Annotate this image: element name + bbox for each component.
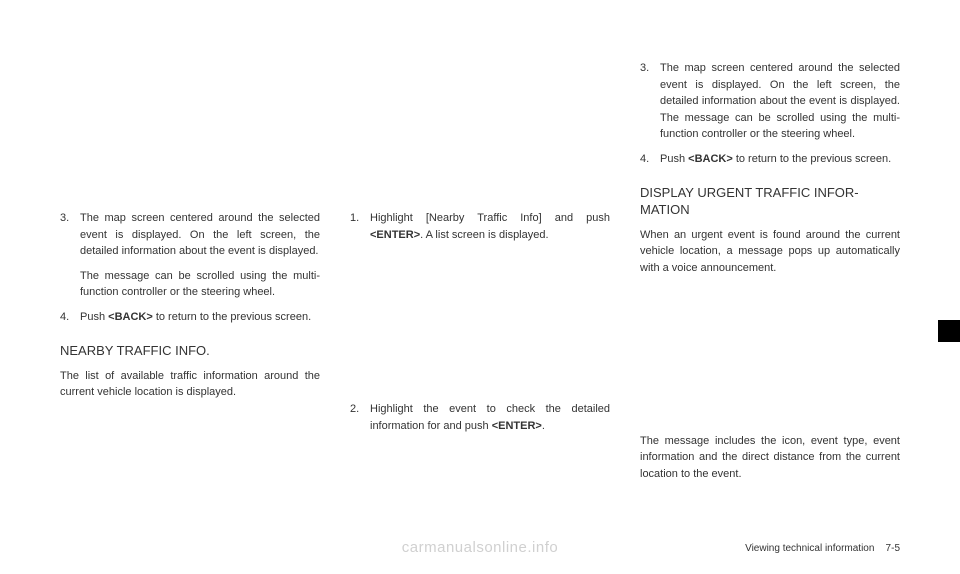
list-text: Push <BACK> to return to the previous sc… [660,151,900,168]
column-3: 3. The map screen centered around the se… [640,50,900,510]
list-number: 3. [60,210,80,260]
list-number: 2. [350,401,370,434]
list-text: The map screen centered around the selec… [80,210,320,260]
text-post: . [542,420,545,432]
list-number: 4. [640,151,660,168]
section-heading: NEARBY TRAFFIC INFO. [60,343,320,360]
body-paragraph: The message includes the icon, event typ… [640,433,900,483]
footer-page: 7-5 [886,543,900,554]
list-item-3: 3. The map screen centered around the se… [640,60,900,143]
footer-section: Viewing technical information [745,543,874,554]
section-marker [938,320,960,342]
list-item-4: 4. Push <BACK> to return to the previous… [60,309,320,326]
list-item-1: 1. Highlight [Nearby Traffic Info] and p… [350,210,610,243]
bold-key: <BACK> [108,311,153,323]
text-pre: Push [80,311,108,323]
list-number: 1. [350,210,370,243]
image-placeholder [350,251,610,401]
bottom-paragraph-wrap: The message includes the icon, event typ… [640,433,900,511]
list-number: 4. [60,309,80,326]
list-item-2: 2. Highlight the event to check the deta… [350,401,610,434]
list-number: 3. [640,60,660,143]
watermark-text: carmanualsonline.info [402,539,558,556]
text-pre: Highlight [Nearby Traffic Info] and push [370,212,610,224]
text-pre: Highlight the event to check the detaile… [370,403,610,432]
list-text: Highlight [Nearby Traffic Info] and push… [370,210,610,243]
list-text: Push <BACK> to return to the previous sc… [80,309,320,326]
column-1: 3. The map screen centered around the se… [60,50,320,510]
bold-key: <ENTER> [370,229,420,241]
text-post: . A list screen is displayed. [420,229,548,241]
list-text: The map screen centered around the selec… [660,60,900,143]
body-paragraph: When an urgent event is found around the… [640,227,900,277]
column-2: 1. Highlight [Nearby Traffic Info] and p… [350,50,610,510]
bold-key: <BACK> [688,153,733,165]
list-item-4: 4. Push <BACK> to return to the previous… [640,151,900,168]
continuation-text: The message can be scrolled using the mu… [80,268,320,301]
page-footer: Viewing technical information 7-5 [745,543,900,554]
page-columns: 3. The map screen centered around the se… [60,50,900,510]
body-paragraph: The list of available traffic informatio… [60,368,320,401]
text-post: to return to the previous screen. [733,153,891,165]
section-heading: DISPLAY URGENT TRAFFIC INFOR-MATION [640,185,900,219]
list-item-3: 3. The map screen centered around the se… [60,210,320,260]
text-post: to return to the previous screen. [153,311,311,323]
list-text: Highlight the event to check the detaile… [370,401,610,434]
bold-key: <ENTER> [492,420,542,432]
text-pre: Push [660,153,688,165]
